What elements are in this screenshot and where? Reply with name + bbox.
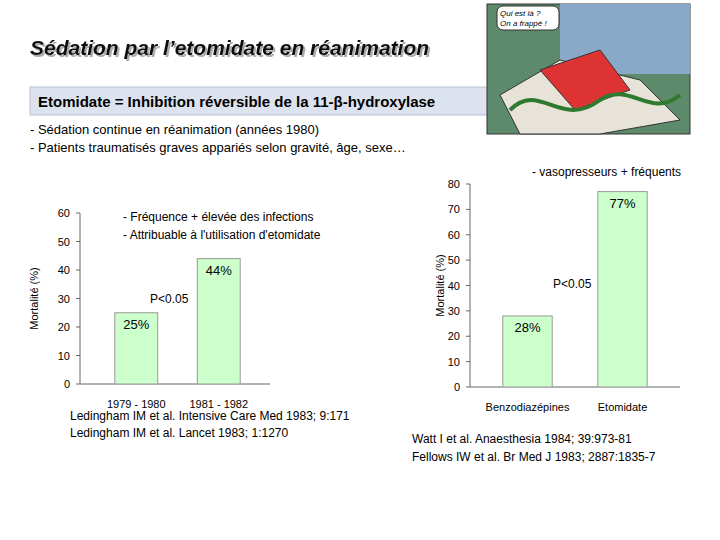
image-frame (487, 4, 690, 134)
data-label: 25% (123, 317, 149, 332)
y-tick-label: 60 (448, 229, 460, 241)
y-tick-label: 0 (64, 378, 70, 390)
y-tick-label: 0 (454, 381, 460, 393)
y-axis-label: Mortalité (%) (434, 254, 446, 316)
y-tick (466, 260, 470, 261)
y-tick-label: 40 (448, 280, 460, 292)
y-tick-label: 50 (58, 236, 70, 248)
bar (598, 192, 647, 387)
y-tick-label: 20 (448, 330, 460, 342)
image-figure (540, 50, 630, 110)
data-label: 77% (609, 196, 635, 211)
y-tick-label: 50 (448, 254, 460, 266)
speech-text: On a frappé ! (500, 19, 547, 28)
x-axis (80, 384, 270, 385)
y-axis-label: Mortalité (%) (28, 267, 40, 329)
y-tick-label: 30 (448, 305, 460, 317)
y-tick (76, 327, 80, 328)
slide: Sédation par l’etomidate en réanimation E… (0, 0, 720, 540)
y-tick (466, 361, 470, 362)
y-tick (466, 387, 470, 388)
y-tick (466, 285, 470, 286)
bar (115, 313, 158, 384)
data-label: 28% (514, 320, 540, 335)
y-tick (466, 209, 470, 210)
annotation: P<0.05 (553, 277, 592, 291)
banner-box (30, 87, 490, 115)
bullet: - Sédation continue en réanimation (anné… (30, 122, 319, 137)
speech-bubble (497, 6, 559, 30)
y-tick (466, 310, 470, 311)
reference: Ledingham IM et al. Intensive Care Med 1… (70, 409, 350, 423)
bars (115, 259, 240, 384)
annotation: - Attribuable à l'utilisation d'etomidat… (123, 228, 321, 242)
slide-title: Sédation par l’etomidate en réanimation (30, 36, 429, 59)
y-tick-label: 40 (58, 264, 70, 276)
y-tick (76, 213, 80, 214)
banner-text: Etomidate = Inhibition réversible de la … (38, 93, 435, 110)
y-tick-label: 80 (448, 178, 460, 190)
annotation: P<0.05 (150, 292, 189, 306)
y-tick (76, 355, 80, 356)
y-tick (466, 336, 470, 337)
image-vines (510, 94, 680, 110)
x-axis (470, 387, 680, 388)
bars (503, 192, 647, 387)
illustration: Qui est là ?On a frappé ! (487, 4, 690, 134)
y-tick (466, 184, 470, 185)
y-tick-label: 30 (58, 293, 70, 305)
y-tick (466, 234, 470, 235)
annotation: - vasopresseurs + fréquents (532, 165, 681, 179)
speech-text: Qui est là ? (500, 9, 541, 18)
y-tick-label: 20 (58, 321, 70, 333)
bullet: - Patients traumatisés graves appariés s… (30, 140, 406, 155)
reference: Ledingham IM et al. Lancet 1983; 1:1270 (70, 426, 288, 440)
chart: 0 10 20 30 40 50 60 70 80 Mortalité (%) Benzodiazé… (412, 165, 681, 464)
bar (197, 259, 240, 384)
x-tick-label: Etomidate (598, 401, 648, 413)
data-label: 44% (206, 263, 232, 278)
annotation: - Fréquence + élevée des infections (123, 210, 313, 224)
y-tick (76, 384, 80, 385)
reference: Fellows IW et al. Br Med J 1983; 2887:18… (412, 450, 656, 464)
x-tick-label: Benzodiazépines (486, 401, 570, 413)
chart: 0102030405060Mortalité (%)1979 - 198025%… (28, 207, 350, 440)
y-tick-label: 60 (58, 207, 70, 219)
y-tick (76, 241, 80, 242)
y-tick-label: 10 (58, 350, 70, 362)
y-tick-label: 70 (448, 203, 460, 215)
y-tick-label: 10 (448, 356, 460, 368)
bar (503, 316, 552, 387)
y-tick (76, 298, 80, 299)
reference: Watt I et al. Anaesthesia 1984; 39:973-8… (412, 432, 632, 446)
y-tick (76, 270, 80, 271)
